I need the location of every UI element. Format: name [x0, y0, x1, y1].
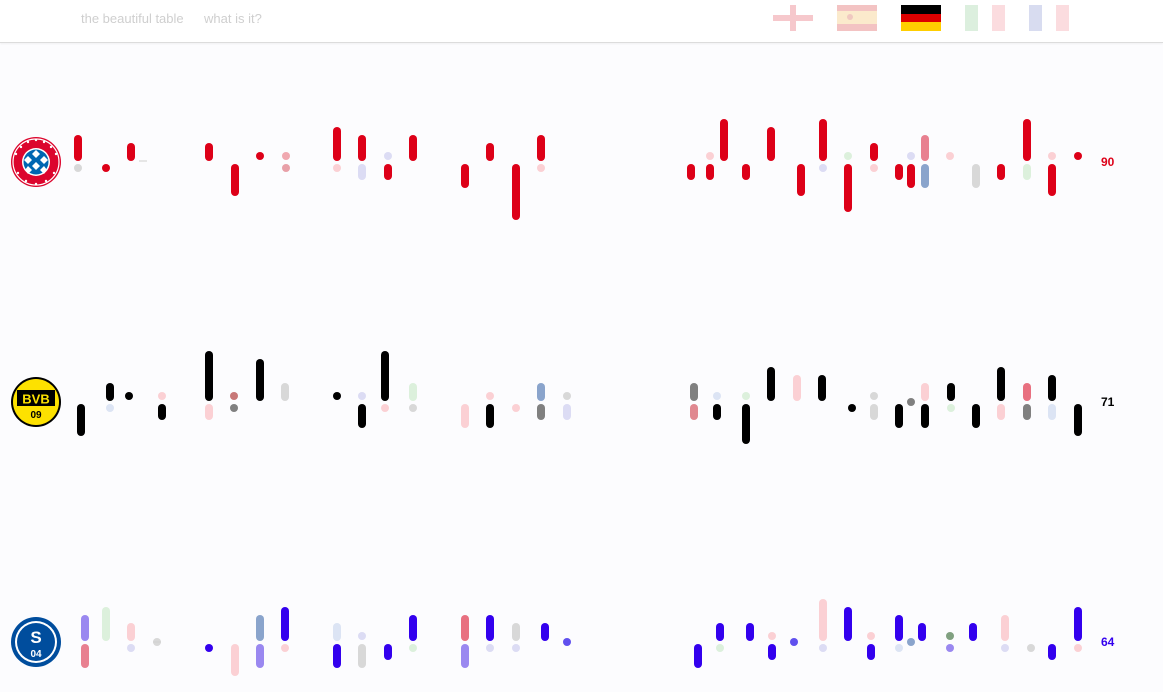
dortmund-logo-icon[interactable]: BVB 09	[10, 376, 62, 428]
dortmund-points-total: 71	[1101, 395, 1115, 409]
france-flag-icon[interactable]	[1029, 5, 1069, 31]
svg-text:BVB: BVB	[22, 392, 49, 407]
england-flag-icon[interactable]	[773, 5, 813, 31]
bayern-logo-icon[interactable]	[10, 136, 62, 188]
top-navigation-bar: the beautiful table what is it?	[0, 0, 1163, 43]
svg-text:04: 04	[30, 649, 42, 660]
germany-flag-icon[interactable]	[901, 5, 941, 31]
about-link[interactable]: what is it?	[204, 11, 262, 26]
italy-flag-icon[interactable]	[965, 5, 1005, 31]
schalke-logo-icon[interactable]: S 04	[10, 616, 62, 668]
svg-text:09: 09	[30, 410, 42, 421]
spain-flag-icon[interactable]	[837, 5, 877, 31]
site-title-link[interactable]: the beautiful table	[81, 11, 184, 26]
schalke-points-total: 64	[1101, 635, 1115, 649]
bayern-points-total: 90	[1101, 155, 1115, 169]
svg-text:S: S	[30, 628, 41, 647]
